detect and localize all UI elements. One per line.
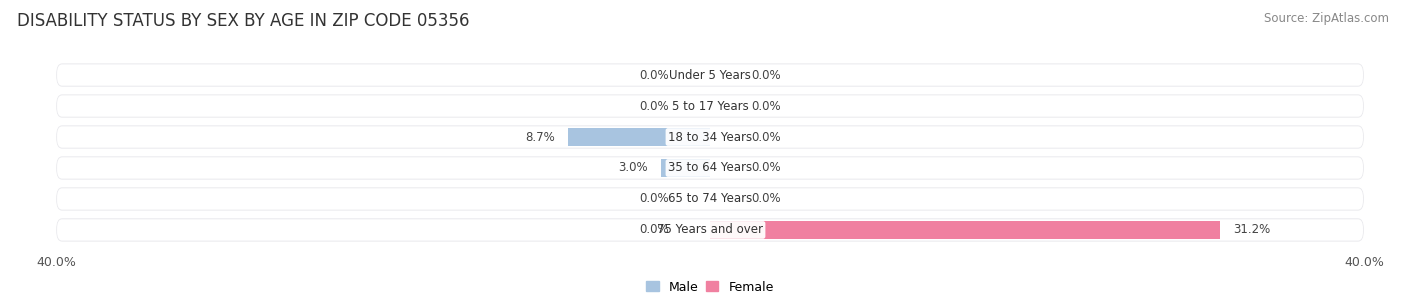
Bar (710, 221, 1220, 239)
FancyBboxPatch shape (56, 63, 1364, 87)
Text: Source: ZipAtlas.com: Source: ZipAtlas.com (1264, 12, 1389, 25)
FancyBboxPatch shape (56, 125, 1364, 149)
Text: 0.0%: 0.0% (751, 192, 780, 206)
FancyBboxPatch shape (56, 95, 1364, 118)
Text: 0.0%: 0.0% (640, 69, 669, 81)
FancyBboxPatch shape (58, 95, 1362, 117)
FancyBboxPatch shape (58, 126, 1362, 148)
Text: 0.0%: 0.0% (751, 69, 780, 81)
Text: 75 Years and over: 75 Years and over (657, 224, 763, 236)
Text: 0.0%: 0.0% (751, 161, 780, 174)
Text: 18 to 34 Years: 18 to 34 Years (668, 131, 752, 144)
Text: 0.0%: 0.0% (751, 131, 780, 144)
Legend: Male, Female: Male, Female (641, 275, 779, 299)
FancyBboxPatch shape (58, 64, 1362, 86)
FancyBboxPatch shape (58, 157, 1362, 179)
FancyBboxPatch shape (56, 156, 1364, 180)
Text: 31.2%: 31.2% (1233, 224, 1270, 236)
Text: 8.7%: 8.7% (524, 131, 555, 144)
Text: 3.0%: 3.0% (619, 161, 648, 174)
Text: 65 to 74 Years: 65 to 74 Years (668, 192, 752, 206)
FancyBboxPatch shape (58, 219, 1362, 241)
FancyBboxPatch shape (56, 187, 1364, 210)
Bar (568, 128, 710, 146)
Text: Under 5 Years: Under 5 Years (669, 69, 751, 81)
Text: 35 to 64 Years: 35 to 64 Years (668, 161, 752, 174)
Text: 0.0%: 0.0% (640, 224, 669, 236)
Text: 5 to 17 Years: 5 to 17 Years (672, 99, 748, 113)
Text: DISABILITY STATUS BY SEX BY AGE IN ZIP CODE 05356: DISABILITY STATUS BY SEX BY AGE IN ZIP C… (17, 12, 470, 30)
FancyBboxPatch shape (58, 188, 1362, 210)
Text: 0.0%: 0.0% (640, 99, 669, 113)
FancyBboxPatch shape (56, 218, 1364, 242)
Bar (661, 159, 710, 177)
Text: 0.0%: 0.0% (751, 99, 780, 113)
Text: 0.0%: 0.0% (640, 192, 669, 206)
